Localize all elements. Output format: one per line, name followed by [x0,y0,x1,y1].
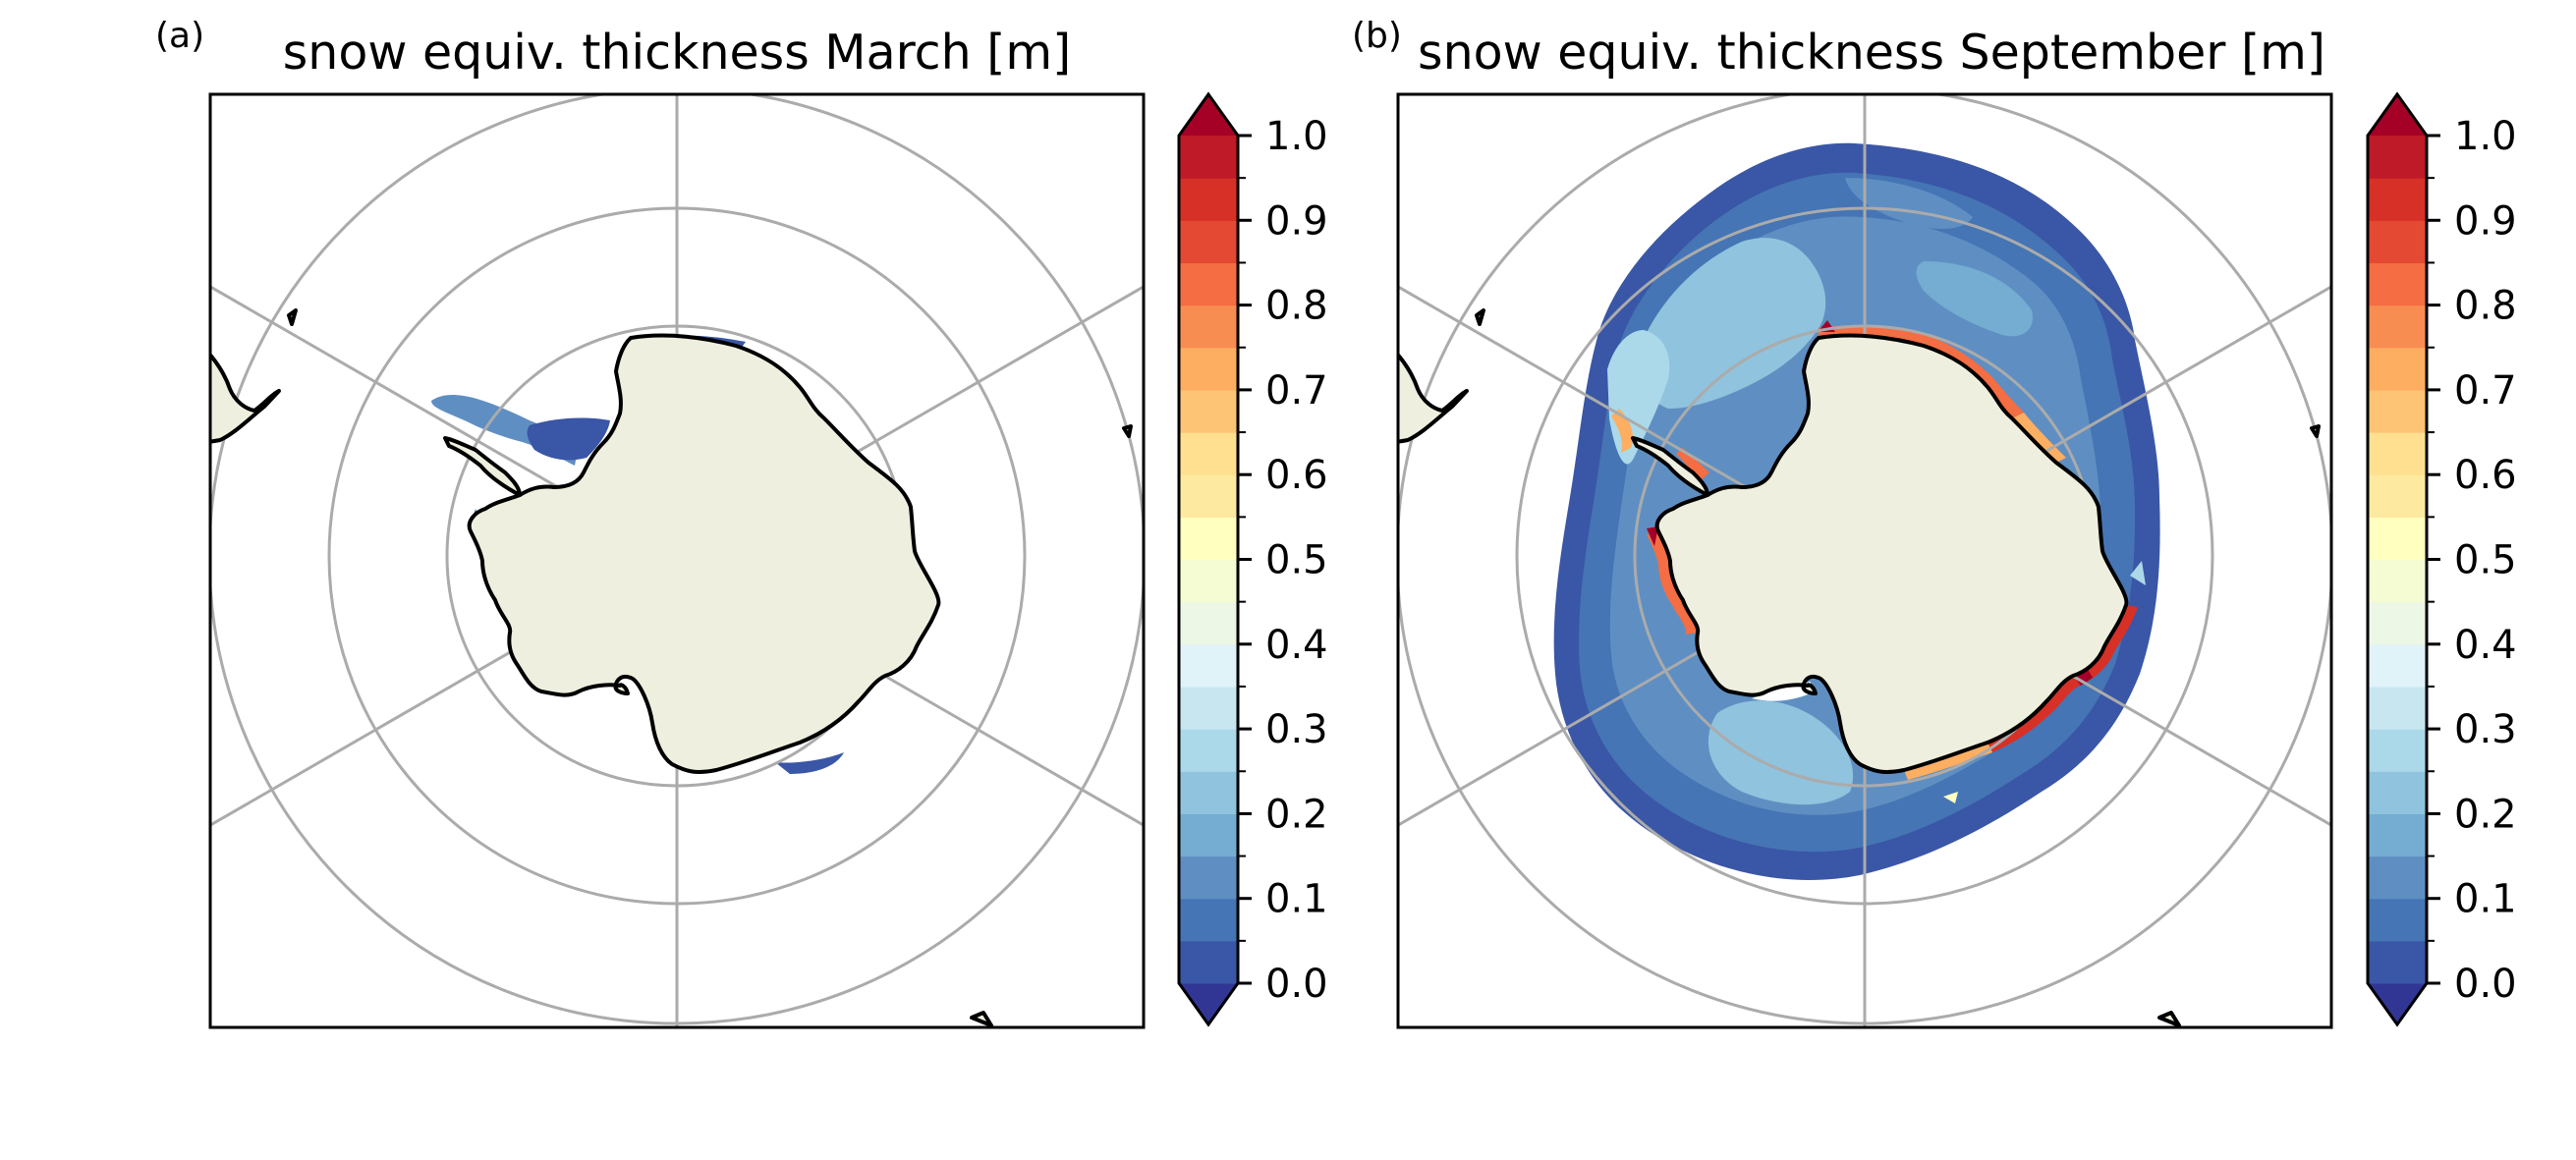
colorbar-march-tick-label: 0.1 [1265,877,1328,922]
panel-a-title: snow equiv. thickness March [m] [283,25,1071,81]
colorbar-september-bin [2368,940,2427,984]
panel-a-label: (a) [155,16,204,56]
colorbar-march-over-triangle [1179,94,1238,136]
colorbar-march-bin [1179,601,1238,645]
panel-b-label: (b) [1352,16,1402,56]
colorbar-september-bin [2368,304,2427,349]
colorbar-march: 1.0 0.9 0.8 0.7 0.6 0.5 0.4 0.3 0.2 0.1 0.0 [1177,91,1328,1027]
map-panel-september [1396,92,2333,1029]
colorbar-march-bin [1179,643,1238,688]
colorbar-march-bin [1179,304,1238,349]
colorbar-september: 1.0 0.9 0.8 0.7 0.6 0.5 0.4 0.3 0.2 0.1 0.0 [2366,91,2517,1027]
colorbar-march-bin [1179,474,1238,518]
colorbar-september-tick-label: 0.1 [2454,877,2517,922]
colorbar-september-bin [2368,347,2427,391]
colorbar-september-bin [2368,686,2427,730]
colorbar-september-bin [2368,262,2427,306]
colorbar-september-tick-label: 0.0 [2454,962,2517,1007]
colorbar-march-bin [1179,517,1238,561]
colorbar-march-tick-label: 0.2 [1265,792,1328,837]
colorbar-september-bin [2368,474,2427,518]
colorbar-march-tick-label: 0.0 [1265,962,1328,1007]
colorbar-march-bin [1179,178,1238,221]
colorbar-september-bin [2368,771,2427,814]
colorbar-march-tick-label: 0.8 [1265,284,1328,329]
colorbar-march-bin [1179,771,1238,814]
colorbar-september-bin [2368,643,2427,688]
colorbar-march-tick-label: 0.9 [1265,198,1328,244]
colorbar-march-bin [1179,559,1238,603]
colorbar-september-bin [2368,729,2427,772]
colorbar-march-tick-label: 0.4 [1265,623,1328,668]
colorbar-september-tick-label: 0.4 [2454,623,2517,668]
colorbar-september-bin [2368,898,2427,942]
coastline-march [210,308,1133,1027]
colorbar-march-under-triangle [1179,983,1238,1024]
colorbar-september-tick-label: 1.0 [2454,114,2517,159]
colorbar-march-bin [1179,389,1238,433]
panel-b-title: snow equiv. thickness September [m] [1418,25,2325,81]
colorbar-march-bin [1179,729,1238,772]
colorbar-september-bin [2368,389,2427,433]
colorbar-september-bin [2368,136,2427,179]
colorbar-march-bin [1179,136,1238,179]
colorbar-march-tick-label: 0.5 [1265,538,1328,583]
colorbar-march-tick-label: 0.7 [1265,368,1328,414]
colorbar-march-bin [1179,856,1238,900]
colorbar-september-tick-label: 0.2 [2454,792,2517,837]
colorbar-march-tick-label: 1.0 [1265,114,1328,159]
colorbar-september-bin [2368,813,2427,857]
colorbar-september-tick-label: 0.7 [2454,368,2517,414]
colorbar-september-bin [2368,856,2427,900]
colorbar-march-tick-label: 0.3 [1265,707,1328,752]
colorbar-march-bin [1179,898,1238,942]
colorbar-march-bin [1179,347,1238,391]
colorbar-march-bin [1179,813,1238,857]
colorbar-september-bin [2368,432,2427,475]
colorbar-september-under-triangle [2368,983,2427,1024]
colorbar-march-bin [1179,220,1238,264]
colorbar-march-bin [1179,940,1238,984]
colorbar-march-bin [1179,686,1238,730]
colorbar-september-tick-label: 0.3 [2454,707,2517,752]
colorbar-september-tick-label: 0.8 [2454,284,2517,329]
colorbar-march-bin [1179,432,1238,475]
colorbar-september-bin [2368,601,2427,645]
map-panel-march [208,92,1146,1029]
colorbar-september-bin [2368,559,2427,603]
colorbar-september-bin [2368,178,2427,221]
colorbar-september-tick-label: 0.6 [2454,453,2517,498]
colorbar-september-over-triangle [2368,94,2427,136]
colorbar-march-tick-label: 0.6 [1265,453,1328,498]
coastline-september [1398,308,2321,1027]
colorbar-september-bin [2368,517,2427,561]
colorbar-september-tick-label: 0.9 [2454,198,2517,244]
colorbar-september-bin [2368,220,2427,264]
colorbar-march-bin [1179,262,1238,306]
colorbar-september-tick-label: 0.5 [2454,538,2517,583]
